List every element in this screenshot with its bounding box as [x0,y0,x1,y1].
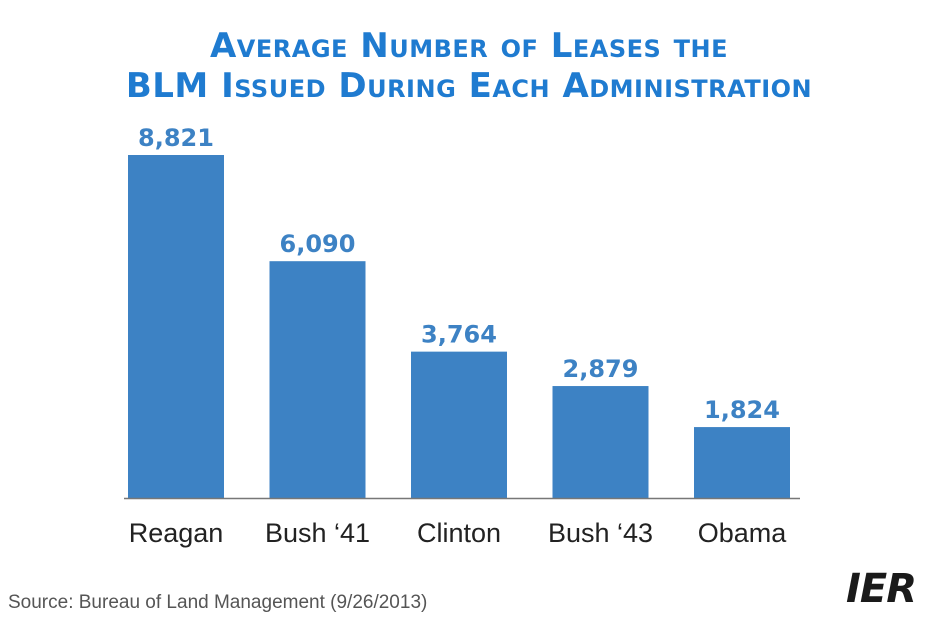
value-labels-layer: 8,821 6,090 3,764 2,879 1,824 [138,124,780,424]
ier-logo: IER [846,566,917,612]
value-label-reagan: 8,821 [138,124,214,152]
value-label-clinton: 3,764 [421,321,497,349]
bar-bush-43 [552,386,649,498]
bar-bush-41 [269,261,366,498]
category-label-clinton: Clinton [417,518,501,548]
value-label-bush-41: 6,090 [280,230,356,258]
category-labels-layer: Reagan Bush ‘41 Clinton Bush ‘43 Obama [129,518,788,548]
value-label-bush-43: 2,879 [563,355,639,383]
bars-layer [128,155,790,498]
category-label-obama: Obama [698,518,788,548]
bar-clinton [411,351,507,498]
bar-reagan [128,155,224,498]
value-label-obama: 1,824 [704,396,780,424]
category-label-reagan: Reagan [129,518,224,548]
bar-obama [694,427,790,498]
category-label-bush-41: Bush ‘41 [265,518,370,548]
chart-title-line-1: Average Number of Leases the [209,26,729,66]
chart-title-line-2: BLM Issued During Each Administration [125,66,813,106]
category-label-bush-43: Bush ‘43 [548,518,653,548]
source-note: Source: Bureau of Land Management (9/26/… [8,592,428,613]
